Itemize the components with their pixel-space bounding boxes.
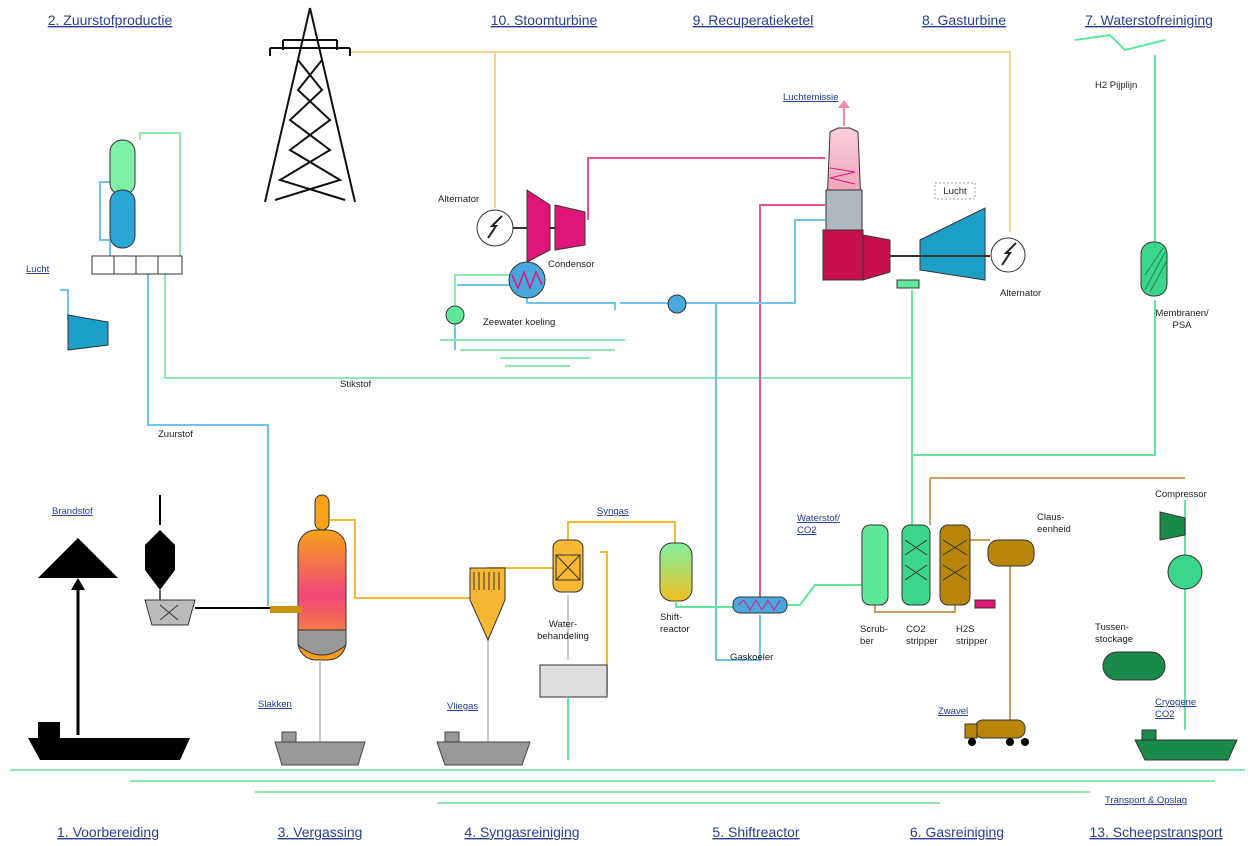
label-line: CO2 [1155, 709, 1175, 720]
label-line: Claus- [1037, 512, 1064, 523]
drawing [10, 7, 1245, 804]
label: Scrub-ber [860, 624, 888, 647]
label[interactable]: Vliegas [447, 701, 478, 712]
label-line: Cryogene [1155, 697, 1196, 708]
label-line: PSA [1172, 320, 1192, 331]
section-link[interactable]: 13. Scheepstransport [1089, 824, 1222, 840]
label: Claus-eenheid [1037, 512, 1071, 535]
label: Stikstof [340, 379, 372, 390]
label-line: Stikstof [340, 379, 372, 390]
label-line: H2S [956, 624, 974, 635]
label[interactable]: Cryogene CO2 [1155, 697, 1196, 720]
label-line: stripper [906, 636, 938, 647]
label: Zuurstof [158, 429, 193, 440]
label-line: Luchtemissie [783, 92, 838, 103]
section-link[interactable]: 4. Syngasreiniging [464, 824, 579, 840]
label: Condensor [548, 259, 594, 270]
label-line: Alternator [1000, 288, 1041, 299]
label-line: Vliegas [447, 701, 478, 712]
label: CO2 stripper [906, 624, 938, 647]
label-line: H2 Pijplijn [1095, 80, 1137, 91]
label-line: CO2 [906, 624, 926, 635]
label-line: Lucht [943, 186, 967, 197]
label: Water-behandeling [537, 619, 589, 642]
label-line: Brandstof [52, 506, 93, 517]
label-line: Condensor [548, 259, 594, 270]
label: Membranen/PSA [1155, 308, 1209, 331]
section-link[interactable]: 10. Stoomturbine [491, 12, 598, 28]
label: Alternator [1000, 288, 1041, 299]
label: H2 Pijplijn [1095, 80, 1137, 91]
section-link[interactable]: 2. Zuurstofproductie [48, 12, 173, 28]
label-line: CO2 [797, 525, 817, 536]
label: Gaskoeler [730, 652, 773, 663]
label-line: Zwavel [938, 706, 968, 717]
section-link[interactable]: 8. Gasturbine [922, 12, 1006, 28]
label-line: Zeewater koeling [483, 317, 555, 328]
label[interactable]: Syngas [597, 506, 629, 517]
section-link[interactable]: 3. Vergassing [278, 824, 363, 840]
label-line: Lucht [26, 264, 50, 275]
label-line: stripper [956, 636, 988, 647]
label: H2S stripper [956, 624, 988, 647]
label-line: reactor [660, 624, 690, 635]
label-line: eenheid [1037, 524, 1071, 535]
label[interactable]: Slakken [258, 699, 292, 710]
label-line: Syngas [597, 506, 629, 517]
label-line: Alternator [438, 194, 479, 205]
label: Shift-reactor [660, 612, 690, 635]
label-line: Zuurstof [158, 429, 193, 440]
label-line: Shift- [660, 612, 682, 623]
label-line: Gaskoeler [730, 652, 773, 663]
label-line: Transport & Opslag [1105, 795, 1187, 806]
label[interactable]: Zwavel [938, 706, 968, 717]
section-link[interactable]: 5. Shiftreactor [712, 824, 799, 840]
label: Tussen-stockage [1095, 622, 1133, 645]
label-line: behandeling [537, 631, 589, 642]
texts: 2. Zuurstofproductie 10. Stoomturbine 9. R… [26, 12, 1223, 840]
label-line: Water- [549, 619, 577, 630]
label: Zeewater koeling [483, 317, 555, 328]
label-line: stockage [1095, 634, 1133, 645]
label-line: Membranen/ [1155, 308, 1209, 319]
section-link[interactable]: 9. Recuperatieketel [693, 12, 814, 28]
label: Compressor [1155, 489, 1207, 500]
section-link[interactable]: 7. Waterstofreiniging [1085, 12, 1213, 28]
label-line: Tussen- [1095, 622, 1129, 633]
section-link[interactable]: 6. Gasreiniging [910, 824, 1004, 840]
label-line: Waterstof/ [797, 513, 840, 524]
section-link[interactable]: 1. Voorbereiding [57, 824, 159, 840]
label[interactable]: Transport & Opslag [1105, 795, 1187, 806]
label-line: Scrub- [860, 624, 888, 635]
label[interactable]: Lucht [26, 264, 50, 275]
label: Lucht [943, 186, 967, 197]
label-line: Compressor [1155, 489, 1207, 500]
label[interactable]: Waterstof/CO2 [797, 513, 840, 536]
label[interactable]: Brandstof [52, 506, 93, 517]
label-line: ber [860, 636, 874, 647]
label[interactable]: Luchtemissie [783, 92, 838, 103]
label-line: Slakken [258, 699, 292, 710]
label: Alternator [438, 194, 479, 205]
